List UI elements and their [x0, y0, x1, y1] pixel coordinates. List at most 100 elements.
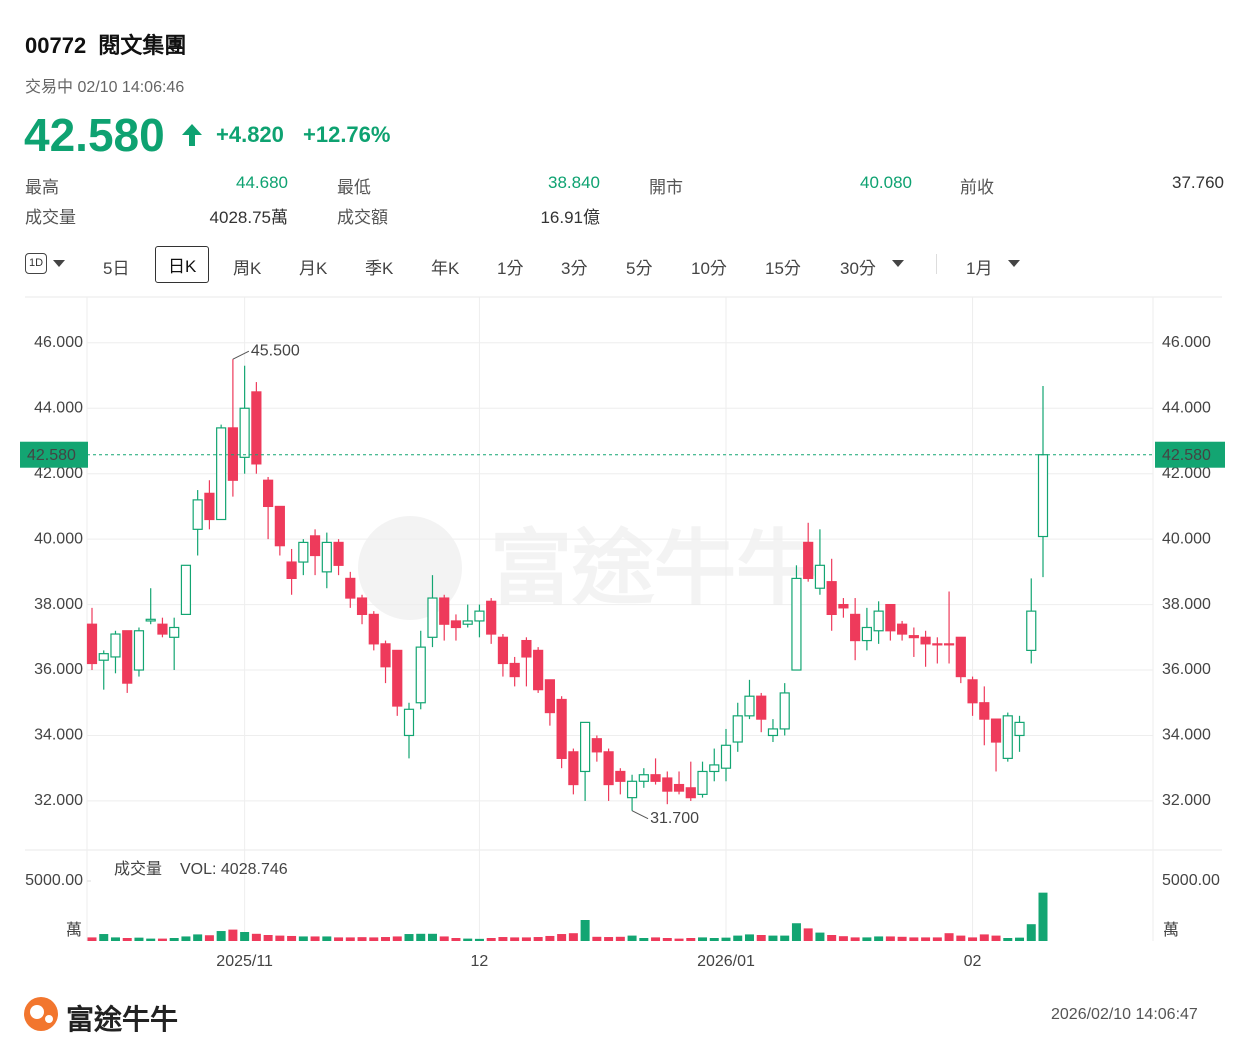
volume-bar	[240, 932, 250, 941]
candle-body	[497, 636, 509, 665]
watermark-logo	[358, 516, 462, 620]
tab[interactable]: 月K	[299, 259, 328, 278]
volume-bar	[310, 936, 320, 941]
stat-label: 最高	[25, 178, 59, 197]
volume-bar	[838, 936, 848, 941]
volume-bar	[874, 936, 884, 941]
candle-body	[415, 646, 426, 704]
volume-bar	[862, 937, 872, 941]
candle-body	[298, 541, 309, 563]
y-tick-label: 34.000	[34, 727, 83, 744]
volume-bar	[110, 937, 120, 941]
candle-body	[380, 643, 391, 668]
candle-body	[216, 427, 227, 521]
candle-body	[626, 780, 638, 799]
tab[interactable]: 3分	[561, 259, 588, 278]
y-tick-label-right: 38.000	[1162, 596, 1211, 613]
volume-bar	[968, 937, 978, 941]
tab[interactable]: 15分	[765, 259, 801, 278]
candle-body	[286, 561, 297, 580]
y-tick-label-right: 46.000	[1162, 334, 1211, 351]
volume-bar	[251, 933, 261, 941]
y-tick-label: 44.000	[34, 399, 83, 416]
volume-bar	[1015, 937, 1025, 941]
volume-bar	[721, 937, 731, 941]
y-tick-label-right: 34.000	[1162, 727, 1211, 744]
candle-body	[967, 679, 978, 704]
volume-bar	[944, 933, 954, 941]
annotation-line	[232, 350, 250, 360]
volume-bar	[662, 938, 672, 941]
stat-label: 最低	[337, 178, 371, 197]
volume-bar	[357, 937, 367, 941]
candle-body	[110, 633, 121, 658]
dropdown-arrow[interactable]	[891, 258, 905, 268]
x-tick-label: 02	[964, 953, 982, 970]
volume-bar	[134, 937, 144, 941]
volume-bar	[897, 936, 907, 941]
candle-body	[662, 777, 673, 792]
volume-bar	[510, 937, 520, 941]
candle-body	[556, 698, 567, 759]
volume-bar	[181, 936, 191, 941]
price-tag-right: 42.580	[1162, 447, 1211, 464]
candle-body	[321, 541, 332, 573]
y-tick-label-right: 40.000	[1162, 530, 1211, 547]
stat-label: 成交額	[337, 208, 388, 227]
volume-bar	[568, 933, 578, 941]
volume-bar	[216, 931, 226, 941]
tab[interactable]: 1分	[497, 259, 524, 278]
candle-body	[98, 653, 109, 661]
dropdown-arrow[interactable]	[1007, 258, 1021, 268]
candle-body	[744, 695, 755, 717]
stat-label: 開市	[649, 178, 683, 197]
volume-bar	[204, 935, 214, 941]
volume-bar	[686, 938, 696, 941]
volume-bar	[979, 934, 989, 941]
volume-bar	[815, 932, 825, 941]
candle-body	[767, 728, 779, 737]
volume-bar	[427, 933, 437, 941]
price-tag-bg	[20, 441, 88, 468]
y-tick-label-right: 42.000	[1162, 465, 1211, 482]
volume-bar	[451, 938, 461, 941]
volume-bar	[639, 938, 649, 941]
candle-body	[814, 564, 826, 589]
tab[interactable]: 10分	[691, 259, 727, 278]
volume-bar	[592, 936, 602, 941]
candle-body	[861, 626, 872, 642]
candle-body	[897, 623, 908, 635]
candle-body	[309, 535, 321, 557]
tab[interactable]: 5分	[626, 259, 653, 278]
candle-body	[1014, 721, 1025, 737]
volume-unit: 萬	[66, 921, 82, 939]
tab[interactable]: 5日	[103, 259, 130, 278]
candle-body	[462, 620, 473, 625]
candle-body	[356, 597, 368, 616]
x-tick-label: 2026/01	[697, 953, 755, 970]
tab-selected[interactable]: 日K	[155, 246, 210, 283]
brand-logo	[24, 997, 58, 1031]
candle-body	[591, 738, 602, 753]
volume-bar	[146, 938, 156, 941]
y-tick-label: 36.000	[34, 661, 83, 678]
tab[interactable]: 1月	[966, 259, 993, 278]
tab[interactable]: 年K	[431, 259, 460, 278]
volume-bar	[733, 935, 743, 941]
volume-bar	[392, 936, 402, 941]
price-tag: 42.580	[27, 447, 76, 464]
candle-body	[251, 391, 262, 465]
tab[interactable]: 季K	[365, 259, 394, 278]
dropdown-arrow[interactable]	[52, 258, 66, 268]
period-icon[interactable]: 1D	[25, 253, 47, 274]
candle-body	[932, 643, 943, 646]
candle-body	[580, 721, 591, 773]
stat-value: 16.91億	[540, 208, 600, 227]
volume-text: VOL: 4028.746	[180, 861, 288, 878]
candle-body	[885, 603, 896, 632]
tab[interactable]: 周K	[233, 259, 262, 278]
tab[interactable]: 30分	[840, 259, 876, 278]
candle-body	[427, 597, 438, 638]
candle-body	[673, 783, 685, 792]
